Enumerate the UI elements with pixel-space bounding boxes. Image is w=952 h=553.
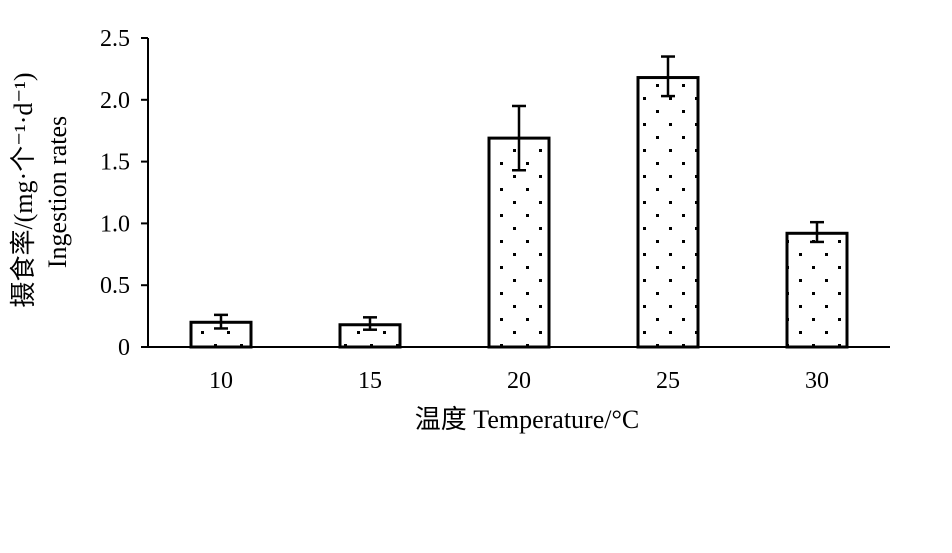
x-tick-label-15: 15: [358, 368, 382, 394]
y-tick-label-1.0: 1.0: [100, 211, 130, 237]
x-axis-label: 温度 Temperature/°C: [415, 405, 639, 434]
y-tick-label-1.5: 1.5: [100, 150, 130, 176]
x-tick-label-10: 10: [209, 368, 233, 394]
x-tick-label-20: 20: [507, 368, 531, 394]
x-tick-label-25: 25: [656, 368, 680, 394]
error-bars-layer: [214, 55, 824, 331]
error-bar-20: [512, 104, 526, 172]
error-bar-10: [214, 313, 228, 330]
error-bar-30: [810, 220, 824, 244]
bar-25: [636, 76, 700, 349]
y-tick-label-2.0: 2.0: [100, 88, 130, 114]
x-tick-label-30: 30: [805, 368, 829, 394]
y-tick-label-0: 0: [118, 335, 130, 361]
error-bar-15: [363, 316, 377, 331]
bar-30: [785, 231, 849, 349]
y-tick-label-0.5: 0.5: [100, 273, 130, 299]
y-axis-label-line1: 摄食率/(mg·个⁻¹·d⁻¹): [9, 72, 38, 307]
y-axis-label-line2: Ingestion rates: [43, 116, 72, 268]
error-bar-25: [661, 55, 675, 98]
y-tick-label-2.5: 2.5: [100, 26, 130, 52]
x-ticks-layer: 10 15 20 25 30: [209, 368, 829, 394]
y-ticks-layer: 0 0.5 1.0 1.5 2.0 2.5: [100, 26, 148, 361]
